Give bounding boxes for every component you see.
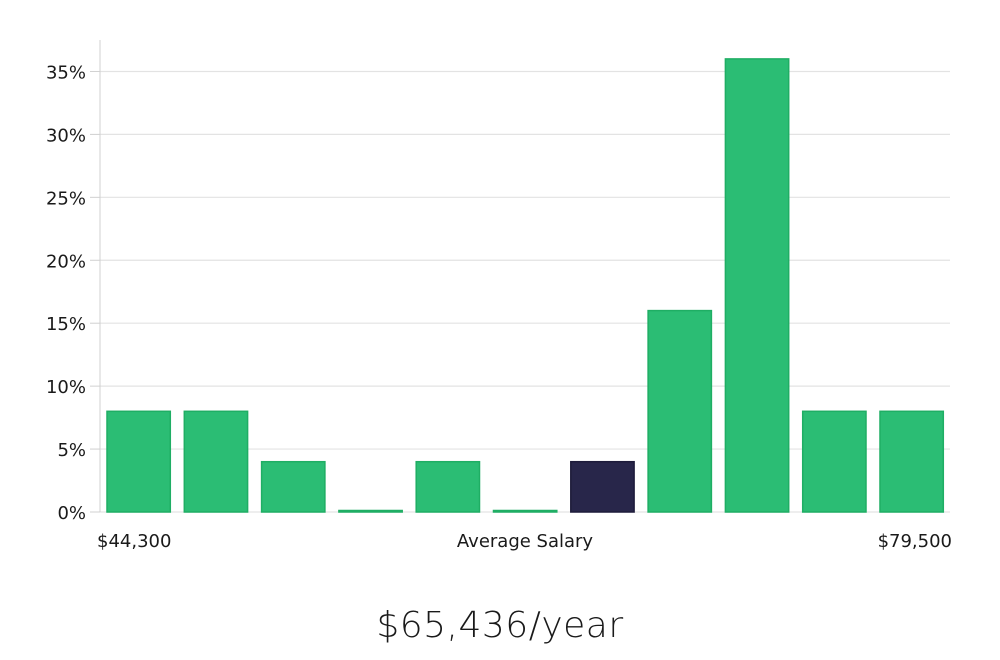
grid-lines (100, 70, 950, 513)
x-max-label: $79,500 (878, 531, 952, 552)
bar (183, 410, 249, 513)
bar (492, 509, 558, 513)
bar (106, 410, 172, 513)
bar (801, 410, 867, 513)
y-tick-label: 15% (46, 314, 86, 335)
bar (260, 460, 326, 513)
y-axis-ticks: 0% 5% 10% 15% 20% 25% 30% 35% (46, 62, 100, 524)
y-tick-label: 5% (57, 440, 86, 461)
bar-highlighted (570, 460, 635, 513)
bar (724, 58, 790, 513)
salary-histogram: 0% 5% 10% 15% 20% 25% 30% 35% $44,300 Average S… (46, 40, 952, 552)
y-tick-label: 0% (57, 503, 86, 524)
average-salary-value: $65,436/year (376, 605, 624, 646)
y-tick-label: 25% (46, 188, 86, 209)
x-axis-title: Average Salary (457, 531, 594, 552)
bars (106, 58, 945, 513)
bar (338, 509, 403, 513)
y-tick-label: 35% (46, 62, 86, 83)
y-tick-label: 30% (46, 125, 86, 146)
y-tick-label: 10% (46, 377, 86, 398)
bar (879, 410, 945, 513)
bar (647, 309, 713, 513)
y-tick-label: 20% (46, 251, 86, 272)
x-min-label: $44,300 (97, 531, 171, 552)
bar (415, 460, 481, 513)
